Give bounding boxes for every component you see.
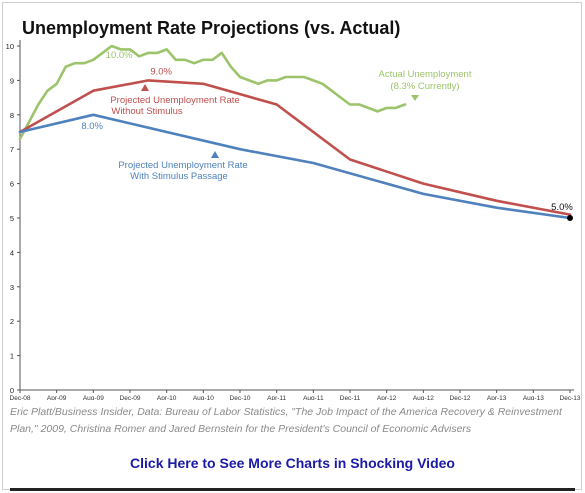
actual-series-sublabel: (8.3% Currently): [390, 81, 459, 92]
x-tick-label: Dec-08: [10, 395, 31, 400]
x-tick-label: Apr-09: [47, 395, 67, 400]
no-stimulus-pointer-icon: [141, 84, 149, 91]
y-tick-label: 6: [10, 180, 14, 189]
series-line-0: [18, 44, 407, 141]
x-tick-label: Dec-10: [230, 395, 251, 400]
y-tick-label: 7: [10, 145, 14, 154]
stimulus-series-name: Projected Unemployment Rate: [118, 160, 247, 171]
no-stimulus-peak-label: 9.0%: [150, 66, 172, 77]
x-tick-label: Dec-11: [340, 395, 361, 400]
series-line-1: [18, 79, 572, 216]
unemployment-chart: 0 1 2 3 4 5 6 7 8 9 10 Dec-08 Apr-09 Aug-09 Dec-09 Apr-…: [6, 40, 581, 400]
x-tick-label: Dec-09: [120, 395, 141, 400]
actual-pointer-icon: [411, 95, 419, 101]
y-tick-label: 0: [10, 386, 14, 395]
chart-title: Unemployment Rate Projections (vs. Actua…: [22, 18, 401, 38]
y-tick-label: 1: [10, 352, 14, 361]
x-tick-label: Aug-09: [83, 395, 104, 400]
y-tick-label: 8: [10, 111, 14, 120]
x-tick-label: Aug-11: [303, 395, 324, 400]
source-note: Eric Platt/Business Insider, Data: Burea…: [10, 406, 562, 435]
x-tick-label: Aug-13: [523, 395, 544, 400]
bottom-divider: [10, 488, 575, 491]
series-line-2: [18, 113, 572, 220]
endpoint-marker: [567, 215, 573, 221]
endpoint-label: 5.0%: [551, 202, 573, 213]
x-tick-label: Apr-12: [377, 395, 397, 400]
x-tick-label: Dec-13: [560, 395, 581, 400]
actual-peak-label: 10.0%: [106, 50, 133, 61]
y-tick-label: 10: [6, 42, 14, 51]
stimulus-peak-label: 8.0%: [81, 121, 103, 132]
y-tick-label: 3: [10, 283, 14, 292]
x-tick-label: Apr-13: [487, 395, 507, 400]
no-stimulus-series-name-line2: Without Stimulus: [111, 106, 183, 117]
more-charts-link[interactable]: Click Here to See More Charts in Shockin…: [130, 455, 455, 471]
stimulus-series-name-line2: With Stimulus Passage: [130, 171, 228, 182]
y-tick-label: 2: [10, 317, 14, 326]
actual-series-name: Actual Unemployment: [379, 69, 472, 80]
x-tick-label: Apr-10: [157, 395, 177, 400]
stimulus-pointer-icon: [211, 151, 219, 158]
x-tick-label: Aug-10: [193, 395, 214, 400]
x-tick-label: Dec-12: [450, 395, 471, 400]
x-tick-label: Aug-12: [413, 395, 434, 400]
y-tick-label: 4: [10, 248, 14, 257]
y-tick-label: 5: [10, 214, 14, 223]
y-tick-label: 9: [10, 76, 14, 85]
no-stimulus-series-name: Projected Unemployment Rate: [110, 95, 239, 106]
x-tick-label: Apr-11: [267, 395, 286, 400]
